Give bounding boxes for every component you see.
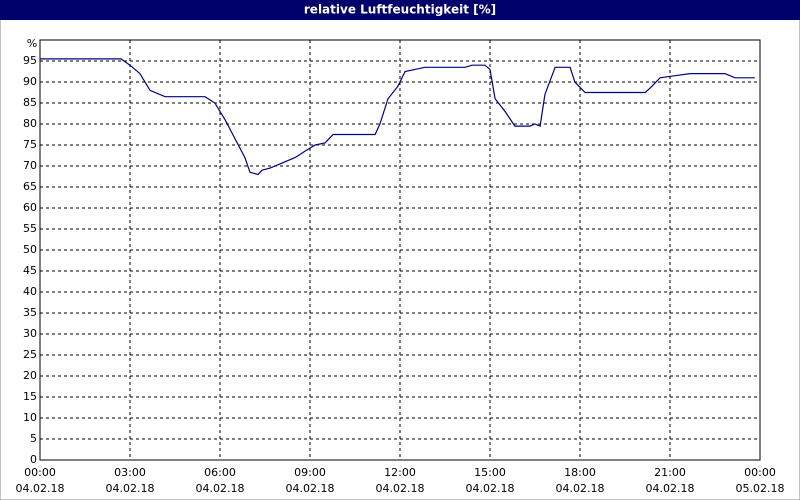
x-tick-label: 00:00: [744, 466, 776, 479]
y-tick-label: 50: [23, 243, 37, 256]
x-tick-label: 21:00: [654, 466, 686, 479]
y-tick-label: 55: [23, 222, 37, 235]
title-bar: [0, 0, 800, 20]
y-tick-label: 75: [23, 138, 37, 151]
y-tick-label: 60: [23, 201, 37, 214]
y-tick-label: 65: [23, 180, 37, 193]
y-tick-label: 95: [23, 54, 37, 67]
y-tick-label: 90: [23, 75, 37, 88]
y-tick-label: 40: [23, 285, 37, 298]
y-tick-label: 15: [23, 390, 37, 403]
x-tick-label: 09:00: [294, 466, 326, 479]
chart-title: relative Luftfeuchtigkeit [%]: [304, 3, 496, 17]
y-unit: %: [27, 37, 37, 50]
x-tick-date: 04.02.18: [106, 482, 155, 495]
x-tick-label: 12:00: [384, 466, 416, 479]
x-tick-label: 18:00: [564, 466, 596, 479]
y-tick-label: 0: [30, 453, 37, 466]
y-tick-label: 35: [23, 306, 37, 319]
y-tick-label: 20: [23, 369, 37, 382]
x-tick-date: 04.02.18: [646, 482, 695, 495]
x-tick-date: 04.02.18: [376, 482, 425, 495]
y-tick-label: 30: [23, 327, 37, 340]
y-tick-label: 10: [23, 411, 37, 424]
x-tick-date: 04.02.18: [466, 482, 515, 495]
x-tick-date: 04.02.18: [16, 482, 65, 495]
x-tick-date: 04.02.18: [556, 482, 605, 495]
x-tick-date: 05.02.18: [736, 482, 785, 495]
x-tick-label: 00:00: [24, 466, 56, 479]
y-tick-label: 45: [23, 264, 37, 277]
data-line: [40, 58, 755, 176]
y-tick-label: 25: [23, 348, 37, 361]
x-tick-date: 04.02.18: [286, 482, 335, 495]
x-tick-date: 04.02.18: [196, 482, 245, 495]
y-tick-label: 70: [23, 159, 37, 172]
y-tick-label: 85: [23, 96, 37, 109]
x-tick-label: 03:00: [114, 466, 146, 479]
x-tick-label: 15:00: [474, 466, 506, 479]
y-tick-label: 5: [30, 432, 37, 445]
y-tick-label: 80: [23, 117, 37, 130]
x-tick-label: 06:00: [204, 466, 236, 479]
